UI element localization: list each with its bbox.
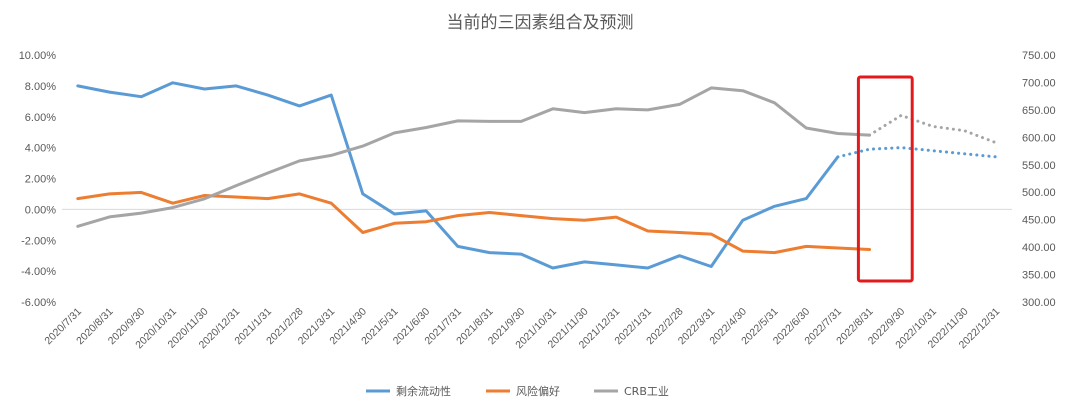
legend-label-crb-industrial: CRB工业 (624, 385, 669, 398)
y-left-tick-label: 8.00% (25, 81, 56, 93)
y-right-tick-label: 350.00 (1022, 270, 1056, 282)
series-forecast-crb-industrial (868, 113, 998, 145)
y-right-tick-label: 750.00 (1022, 50, 1056, 62)
series-forecast-excess-liquidity (836, 146, 998, 159)
y-left-tick-label: 10.00% (19, 50, 57, 62)
y-right-tick-label: 500.00 (1022, 187, 1056, 199)
y-right-tick-label: 450.00 (1022, 215, 1056, 227)
y-right-tick-label: 600.00 (1022, 132, 1056, 144)
legend: 剩余流动性 风险偏好 CRB工业 (366, 384, 669, 398)
highlight-box (856, 75, 914, 283)
y-left-tick-label: 2.00% (25, 174, 56, 186)
y-left-tick-label: -2.00% (21, 235, 56, 247)
y-right-tick-label: 700.00 (1022, 77, 1056, 89)
series-group (76, 81, 998, 270)
series-line-crb-industrial (76, 86, 871, 228)
y-right-tick-label: 300.00 (1022, 297, 1056, 309)
y-left-tick-label: 6.00% (25, 112, 56, 124)
legend-label-excess-liquidity: 剩余流动性 (396, 384, 451, 398)
axes: 10.00% 8.00% 6.00% 4.00% 2.00% 0.00% -2.00% -4.… (19, 50, 1056, 351)
y-left-tick-label: -6.00% (21, 297, 56, 309)
y-right-tick-label: 550.00 (1022, 160, 1056, 172)
legend-label-risk-appetite: 风险偏好 (516, 384, 560, 398)
chart-title: 当前的三因素组合及预测 (447, 13, 634, 33)
series-line-excess-liquidity (76, 81, 840, 270)
y-left-tick-label: 4.00% (25, 143, 56, 155)
y-right-tick-label: 650.00 (1022, 105, 1056, 117)
highlight-group (856, 75, 914, 283)
y-left-tick-label: 0.00% (25, 204, 56, 216)
y-right-tick-label: 400.00 (1022, 242, 1056, 254)
y-left-tick-label: -4.00% (21, 266, 56, 278)
